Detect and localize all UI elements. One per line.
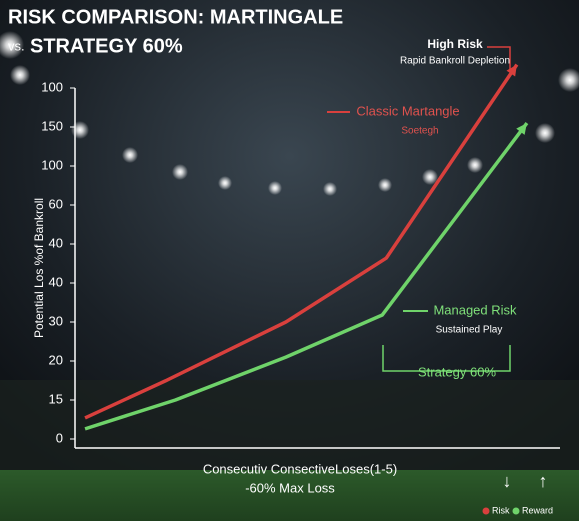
stadium-lights [0,31,579,196]
y-tick-label: 100 [41,79,63,94]
x-axis-label: -60% Max Loss [245,480,335,495]
y-tick-label: 40 [49,235,63,250]
x-axis-label: Consecutiv ConsectiveLoses(1-5) [203,461,397,476]
annotation: Soetegh [401,126,438,137]
title: STRATEGY 60% [30,35,183,57]
y-tick-label: 30 [49,313,63,328]
y-tick-label: 150 [41,118,63,133]
y-tick-label: 40 [49,274,63,289]
up-arrow-icon[interactable]: ↑ [539,471,548,491]
field [0,470,579,521]
annotation: Strategy 60% [418,364,496,379]
annotation: Managed Risk [433,302,517,317]
down-arrow-icon[interactable]: ↓ [503,471,512,491]
title: RISK COMPARISON: MARTINGALE [8,6,343,28]
title: vs. [8,38,25,53]
arrow-head [516,123,527,135]
legend-label: Risk [492,505,510,515]
annotation: High Risk [427,37,483,51]
series-line [84,122,529,431]
y-tick-label: 15 [49,391,63,406]
series-line [84,63,519,420]
y-tick-label: 60 [49,196,63,211]
annotation: Sustained Play [436,325,503,336]
legend-swatch [482,507,490,515]
stands [0,380,579,470]
y-tick-label: 20 [49,352,63,367]
annotation: Classic Martangle [356,103,459,118]
y-tick-label: 0 [56,430,63,445]
arrow-head [506,64,517,77]
legend-label: Reward [522,505,553,515]
y-axis-label: Potential Los %of Bankroll [32,198,46,338]
legend-swatch [512,507,520,515]
annotation-lines [327,46,511,372]
annotation: Rapid Bankroll Depletion [400,56,510,67]
y-tick-label: 100 [41,157,63,172]
